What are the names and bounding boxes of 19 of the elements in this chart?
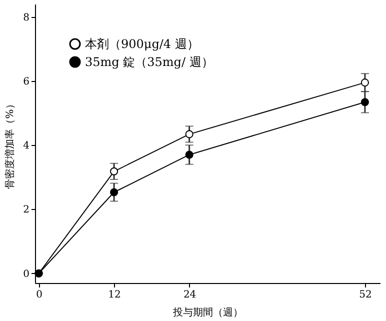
y-axis-title: 骨密度増加率（%） bbox=[4, 99, 16, 189]
y-tick-label: 0 bbox=[23, 268, 30, 280]
y-tick-label: 2 bbox=[23, 204, 30, 216]
x-tick-label: 24 bbox=[183, 290, 196, 300]
y-tick-label: 6 bbox=[23, 76, 30, 88]
point bbox=[110, 188, 118, 196]
point bbox=[360, 98, 369, 106]
point bbox=[360, 78, 369, 87]
y-tick-label: 4 bbox=[23, 140, 30, 152]
x-tick-label: 52 bbox=[359, 290, 372, 300]
x-tick-label: 12 bbox=[108, 290, 121, 300]
y-tick-label: 8 bbox=[23, 12, 30, 24]
legend-label: 35mg 錠（35mg/ 週） bbox=[85, 55, 214, 69]
legend-label: 本剤（900μg/4 週） bbox=[85, 37, 199, 51]
x-axis-title: 投与期間（週） bbox=[172, 306, 243, 318]
point bbox=[185, 150, 194, 159]
x-tick-label: 0 bbox=[36, 290, 42, 300]
point bbox=[185, 130, 194, 138]
point bbox=[110, 167, 118, 176]
